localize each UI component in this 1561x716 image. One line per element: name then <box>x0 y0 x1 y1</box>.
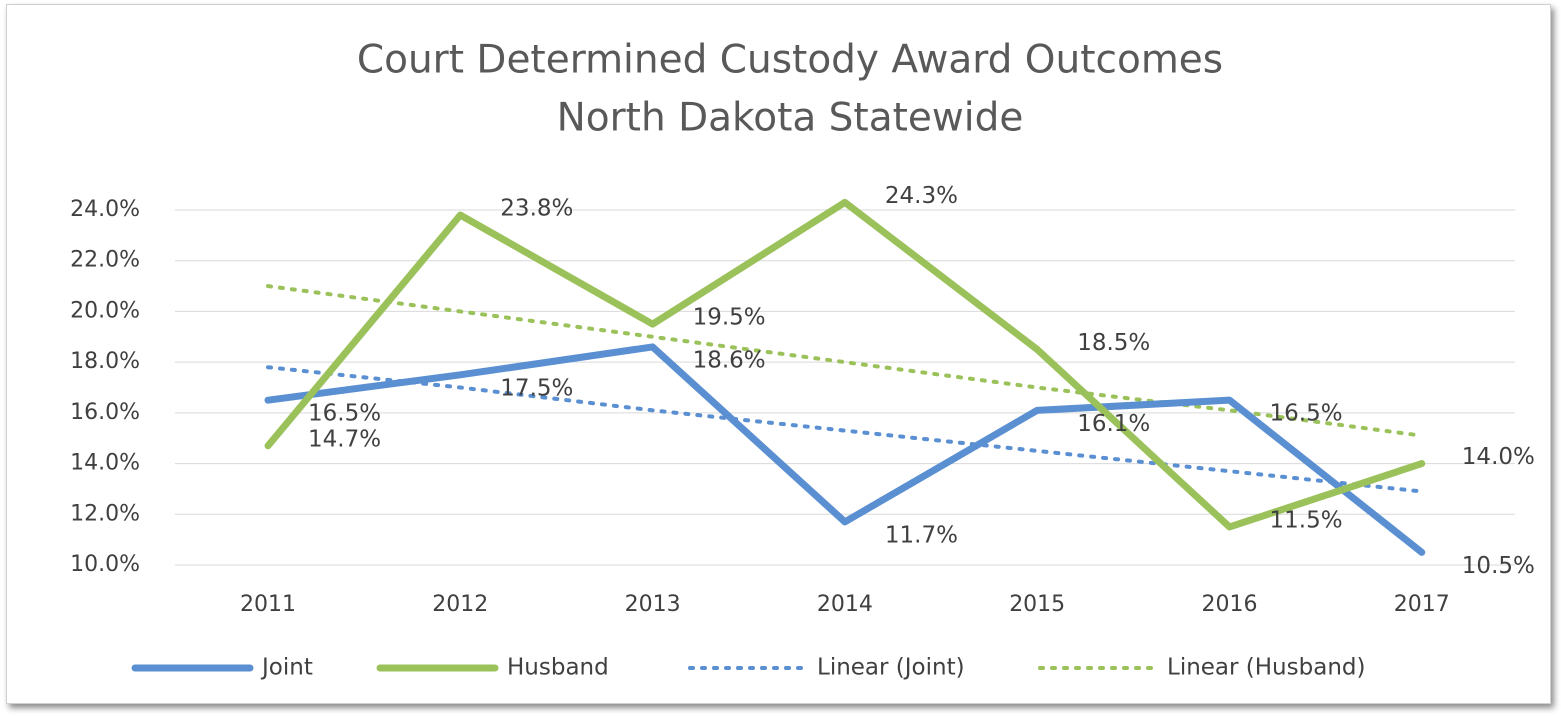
x-tick-label: 2016 <box>1202 592 1258 617</box>
trend-line <box>266 365 1424 494</box>
series-line <box>264 198 1426 531</box>
data-label: 17.5% <box>500 375 573 401</box>
data-label: 10.5% <box>1462 553 1535 579</box>
data-label: 11.7% <box>885 522 958 548</box>
data-label: 19.5% <box>693 305 766 331</box>
data-label: 18.6% <box>693 347 766 373</box>
data-label: 24.3% <box>885 183 958 209</box>
y-tick-label: 22.0% <box>70 248 140 273</box>
data-label: 11.5% <box>1270 507 1343 533</box>
y-tick-label: 24.0% <box>70 197 140 222</box>
data-label: 14.7% <box>308 426 381 452</box>
x-tick-label: 2011 <box>240 592 296 617</box>
x-tick-label: 2013 <box>625 592 681 617</box>
y-tick-label: 20.0% <box>70 298 140 323</box>
series-line <box>264 343 1426 556</box>
legend-label: Joint <box>260 655 313 681</box>
y-tick-label: 14.0% <box>70 451 140 476</box>
y-tick-label: 18.0% <box>70 349 140 374</box>
x-tick-label: 2014 <box>817 592 873 617</box>
y-tick-label: 16.0% <box>70 400 140 425</box>
x-tick-label: 2017 <box>1394 592 1450 617</box>
data-label: 16.5% <box>308 401 381 427</box>
y-tick-label: 10.0% <box>70 552 140 577</box>
legend-label: Linear (Husband) <box>1167 655 1365 681</box>
data-label: 23.8% <box>500 196 573 222</box>
legend-label: Husband <box>507 655 609 681</box>
data-label: 14.0% <box>1462 444 1535 470</box>
data-label: 18.5% <box>1077 330 1150 356</box>
x-tick-label: 2012 <box>432 592 488 617</box>
data-label: 16.1% <box>1077 411 1150 437</box>
chart-subtitle: North Dakota Statewide <box>557 96 1024 141</box>
legend-label: Linear (Joint) <box>817 655 965 681</box>
data-label: 16.5% <box>1270 401 1343 427</box>
x-tick-label: 2015 <box>1009 592 1065 617</box>
trend-line <box>266 284 1424 438</box>
y-tick-label: 12.0% <box>70 501 140 526</box>
chart-title: Court Determined Custody Award Outcomes <box>357 38 1223 83</box>
